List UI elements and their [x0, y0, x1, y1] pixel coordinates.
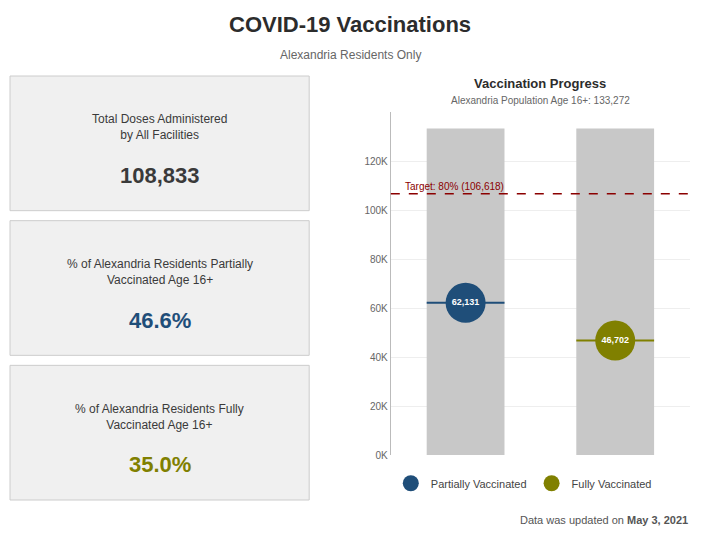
svg-text:46,702: 46,702: [601, 335, 629, 345]
svg-text:Vaccination Progress: Vaccination Progress: [474, 76, 606, 91]
svg-text:35.0%: 35.0%: [129, 452, 191, 477]
svg-text:Fully Vaccinated: Fully Vaccinated: [572, 478, 652, 490]
svg-text:Target: 80% (106,618): Target: 80% (106,618): [405, 181, 504, 192]
svg-text:COVID-19 Vaccinations: COVID-19 Vaccinations: [229, 12, 471, 37]
svg-text:100K: 100K: [364, 205, 388, 216]
svg-text:46.6%: 46.6%: [129, 308, 191, 333]
svg-text:120K: 120K: [364, 156, 388, 167]
svg-text:40K: 40K: [370, 352, 388, 363]
svg-text:Data was updated on May 3, 202: Data was updated on May 3, 2021: [520, 514, 688, 526]
svg-text:62,131: 62,131: [452, 297, 480, 307]
svg-text:108,833: 108,833: [120, 163, 200, 188]
svg-text:Alexandria Population Age 16+:: Alexandria Population Age 16+: 133,272: [451, 95, 630, 106]
svg-text:80K: 80K: [370, 254, 388, 265]
svg-text:Total Doses Administeredby All: Total Doses Administeredby All Facilitie…: [92, 112, 227, 142]
svg-text:Partially Vaccinated: Partially Vaccinated: [431, 478, 527, 490]
svg-text:% of Alexandria Residents Full: % of Alexandria Residents FullyVaccinate…: [75, 402, 244, 432]
svg-text:60K: 60K: [370, 303, 388, 314]
svg-text:Alexandria Residents Only: Alexandria Residents Only: [280, 48, 421, 62]
svg-text:% of Alexandria Residents Part: % of Alexandria Residents PartiallyVacci…: [67, 257, 253, 287]
svg-text:0K: 0K: [376, 450, 389, 461]
svg-text:20K: 20K: [370, 401, 388, 412]
